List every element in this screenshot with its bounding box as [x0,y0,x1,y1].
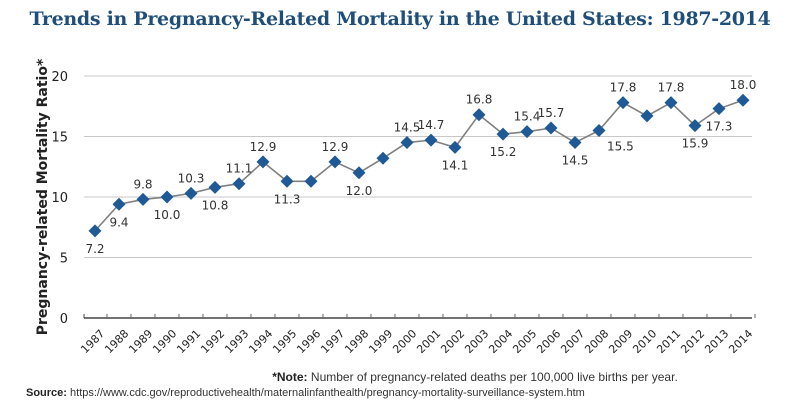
data-point-marker [712,102,726,116]
data-label: 12.0 [346,184,373,198]
x-tick-label: 1996 [294,327,323,356]
data-label: 11.3 [274,192,301,206]
data-point-marker [136,192,150,206]
x-tick-label: 1997 [318,327,347,356]
data-point-marker [304,174,318,188]
y-tick-label: 0 [60,312,68,327]
x-tick-label: 2006 [534,327,563,356]
x-tick-label: 2003 [462,327,491,356]
data-point-marker [160,190,174,204]
data-label: 10.8 [202,198,229,212]
x-tick-label: 1998 [342,327,371,356]
data-point-marker [568,136,582,150]
x-tick-label: 2011 [654,327,683,356]
x-tick-label: 1994 [246,327,275,356]
x-tick-label: 2005 [510,327,539,356]
data-label: 18.0 [730,78,757,92]
note-text: Number of pregnancy-related deaths per 1… [307,370,678,384]
x-tick-label: 2001 [414,327,443,356]
data-point-marker [688,119,702,133]
x-tick-label: 2008 [582,327,611,356]
y-tick-label: 10 [51,191,68,206]
data-label: 17.3 [706,120,733,134]
y-tick-label: 5 [60,252,68,267]
data-label: 14.5 [394,121,421,135]
x-tick-label: 2007 [558,327,587,356]
data-point-marker [232,177,246,191]
data-point-marker [112,197,126,211]
x-tick-label: 1992 [198,327,227,356]
source-label: Source: [26,387,67,399]
x-tick-label: 2004 [486,327,515,356]
data-point-marker [448,140,462,154]
x-tick-label: 2014 [726,327,755,356]
data-point-marker [280,174,294,188]
x-tick-label: 1999 [366,327,395,356]
data-point-marker [736,93,750,107]
x-tick-label: 2002 [438,327,467,356]
data-point-marker [208,180,222,194]
data-point-marker [520,125,534,139]
data-point-marker [640,109,654,123]
x-tick-label: 2010 [630,327,659,356]
data-label: 17.8 [610,81,637,95]
x-tick-label: 1993 [222,327,251,356]
series-line [94,99,744,232]
data-label: 10.3 [178,171,205,185]
x-tick-label: 2013 [702,327,731,356]
x-tick-label: 2012 [678,327,707,356]
data-label: 15.7 [538,106,565,120]
data-point-marker [472,108,486,122]
source-citation: Source: https://www.cdc.gov/reproductive… [26,387,585,399]
data-point-marker [184,186,198,200]
data-point-marker [616,96,630,110]
data-label: 15.9 [682,137,709,151]
data-point-marker [424,133,438,147]
data-label: 17.8 [658,81,685,95]
note-label: *Note: [272,370,308,384]
data-point-marker [664,96,678,110]
y-axis-label: Pregnancy-related Mortality Ratio* [35,58,51,335]
data-label: 12.9 [250,140,277,154]
x-tick-label: 2009 [606,327,635,356]
x-tick-label: 2000 [390,327,419,356]
data-point-marker [328,155,342,169]
data-label: 7.2 [85,242,104,256]
y-tick-label: 20 [51,70,68,85]
data-label: 15.5 [607,139,634,153]
data-point-marker [376,151,390,165]
x-tick-label: 1987 [78,327,107,356]
data-point-marker [592,123,606,137]
data-point-marker [256,155,270,169]
data-point-marker [352,166,366,180]
data-point-marker [88,224,102,238]
data-label: 14.7 [418,118,445,132]
x-tick-label: 1991 [174,327,203,356]
data-label: 9.4 [109,215,128,229]
data-label: 10.0 [154,208,181,222]
y-tick-label: 15 [51,131,68,146]
x-tick-label: 1995 [270,327,299,356]
data-label: 11.1 [226,162,253,176]
data-point-marker [496,127,510,141]
data-label: 9.8 [133,177,152,191]
data-label: 12.9 [322,140,349,154]
data-point-marker [400,136,414,150]
x-tick-label: 1990 [150,327,179,356]
footnote: *Note: Number of pregnancy-related death… [0,370,800,384]
data-label: 14.5 [562,154,589,168]
chart-title: Trends in Pregnancy-Related Mortality in… [29,8,771,30]
x-tick-label: 1988 [102,327,131,356]
data-label: 14.1 [442,158,469,172]
data-label: 16.8 [466,93,493,107]
data-label: 15.4 [514,110,541,124]
data-label: 15.2 [490,145,517,159]
x-tick-label: 1989 [126,327,155,356]
data-point-marker [544,121,558,135]
source-url: https://www.cdc.gov/reproductivehealth/m… [66,387,585,399]
